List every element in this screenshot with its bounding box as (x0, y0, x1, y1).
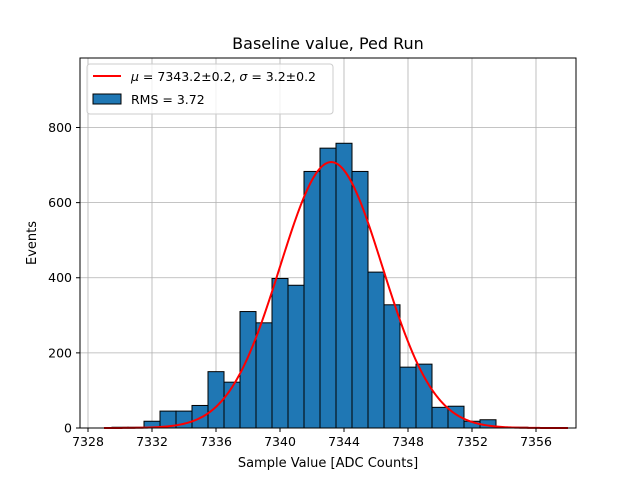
fit-curve (103, 161, 568, 429)
legend-box (86, 63, 334, 115)
histogram-bar (335, 142, 353, 429)
y-tick-label: 600 (48, 195, 72, 210)
x-tick-label: 7332 (136, 434, 168, 449)
histogram-bar (271, 277, 289, 429)
histogram-bar (191, 404, 209, 429)
histogram-bar (287, 284, 305, 429)
histogram-bar (399, 366, 417, 429)
x-tick-label: 7340 (264, 434, 296, 449)
legend-fit-label: μ = 7343.2±0.2, σ = 3.2±0.2 (130, 69, 316, 84)
histogram-bar (351, 170, 369, 429)
histogram-bar (319, 147, 337, 429)
histogram-bar (383, 304, 401, 429)
x-tick-label: 7344 (328, 434, 360, 449)
histogram-bar (303, 170, 321, 429)
x-tick-label: 7356 (520, 434, 552, 449)
y-axis-ticks: 0 200 400 600 800 (48, 120, 80, 436)
y-tick-label: 400 (48, 270, 72, 285)
y-tick-label: 0 (64, 421, 72, 436)
legend-hist-swatch (92, 93, 122, 105)
histogram-bar (415, 363, 433, 429)
legend: μ = 7343.2±0.2, σ = 3.2±0.2 RMS = 3.72 (86, 63, 334, 115)
histogram-bar (255, 322, 273, 429)
y-axis-label: Events (25, 221, 40, 265)
histogram-bar (367, 271, 385, 429)
x-axis-ticks: 7328 7332 7336 7340 7344 7348 7352 7356 (72, 428, 552, 449)
gaussian-fit (103, 161, 568, 429)
x-tick-label: 7328 (72, 434, 104, 449)
legend-hist-label: RMS = 3.72 (131, 92, 205, 107)
x-tick-label: 7336 (200, 434, 232, 449)
x-axis-label: Sample Value [ADC Counts] (238, 456, 418, 471)
y-tick-label: 800 (48, 120, 72, 135)
plot-frame (79, 57, 577, 429)
y-tick-label: 200 (48, 345, 72, 360)
x-tick-label: 7352 (456, 434, 488, 449)
x-tick-label: 7348 (392, 434, 424, 449)
chart-title: Baseline value, Ped Run (232, 34, 424, 53)
histogram-bar (431, 406, 449, 429)
